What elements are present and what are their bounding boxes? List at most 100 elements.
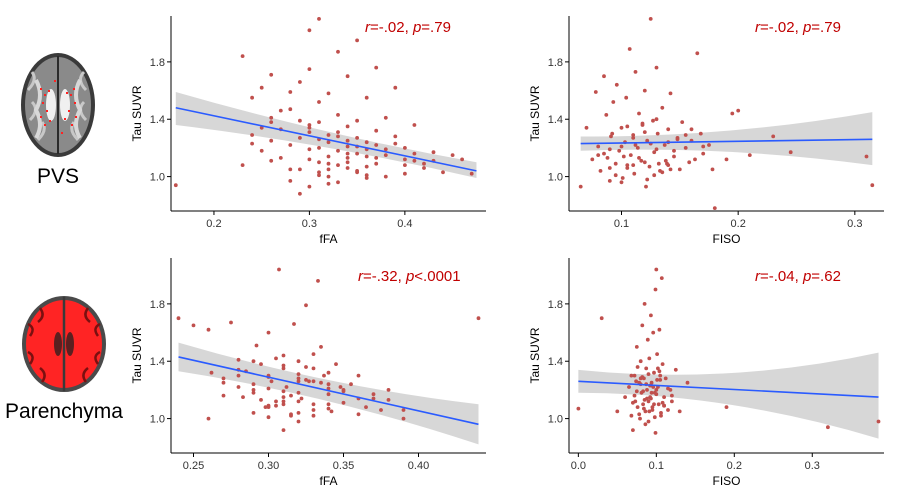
data-point (274, 403, 278, 408)
y-tick-label: 1.0 (548, 414, 563, 426)
y-tick-label: 1.4 (548, 114, 563, 126)
data-point (263, 405, 268, 409)
data-point (642, 406, 646, 411)
data-point (710, 167, 715, 172)
data-point (401, 408, 406, 412)
data-point (693, 157, 697, 162)
data-point (645, 337, 650, 342)
data-point (307, 184, 312, 189)
data-point (307, 130, 312, 135)
data-point (345, 166, 350, 170)
data-point (319, 345, 323, 349)
data-point (266, 330, 271, 335)
data-point (298, 191, 302, 196)
data-point (336, 134, 340, 139)
data-point (206, 327, 211, 332)
data-point (635, 146, 640, 150)
data-point (641, 402, 645, 407)
data-point (670, 393, 674, 398)
data-point (317, 146, 321, 150)
chart-pvs-ffa: 1.0 1.4 1.8 0.2 0.3 0.4 fFA Tau SUVR r=-.02, p=.… (130, 16, 486, 246)
data-point (450, 153, 455, 158)
data-point (251, 388, 256, 392)
data-point (289, 412, 293, 417)
data-point (292, 322, 296, 326)
data-point (638, 376, 643, 381)
data-point (613, 173, 618, 178)
data-point (658, 378, 663, 382)
data-point (631, 133, 636, 137)
data-point (826, 425, 830, 430)
regression-line (580, 138, 873, 145)
data-point (605, 156, 610, 160)
data-point (296, 411, 301, 415)
data-point (625, 124, 630, 129)
correlation-annotation: r=-.02, p=.79 (365, 19, 451, 36)
data-point (259, 125, 264, 130)
x-tick-label: 0.2 (206, 218, 221, 230)
data-point (209, 370, 214, 375)
data-point (788, 150, 793, 155)
data-point (311, 402, 316, 407)
data-point (412, 123, 417, 127)
data-point (629, 413, 634, 418)
data-point (383, 153, 388, 158)
data-point (637, 156, 641, 160)
x-axis-title: fFA (319, 232, 337, 246)
data-point (355, 38, 359, 43)
data-point (672, 148, 676, 153)
r-symbol: r (365, 19, 371, 36)
data-point (656, 366, 660, 371)
data-point (687, 160, 692, 165)
data-point (637, 111, 641, 116)
data-point (645, 177, 650, 182)
x-tick-label: 0.1 (649, 460, 664, 472)
data-point (349, 382, 353, 387)
data-point (657, 369, 662, 374)
data-point (274, 356, 278, 361)
data-point (649, 313, 653, 318)
data-point (288, 143, 293, 147)
data-point (326, 140, 331, 145)
data-point (269, 72, 274, 77)
data-point (631, 400, 635, 405)
data-point (296, 372, 301, 376)
data-point (298, 136, 302, 140)
data-point (221, 380, 226, 385)
data-point (771, 134, 776, 139)
data-point (296, 359, 301, 364)
data-point (724, 405, 729, 409)
data-point (607, 147, 612, 152)
data-point (364, 95, 369, 100)
data-point (401, 416, 406, 421)
data-point (680, 120, 685, 124)
x-tick-label: 0.30 (258, 460, 279, 472)
data-point (652, 150, 657, 155)
y-tick-label: 1.4 (548, 356, 563, 368)
data-point (288, 107, 293, 112)
data-point (654, 117, 659, 122)
data-point (281, 402, 286, 407)
data-point (326, 154, 331, 159)
data-point (631, 163, 636, 168)
data-point (345, 124, 350, 129)
data-point (403, 163, 407, 168)
data-point (638, 416, 642, 421)
data-point (660, 170, 665, 175)
p-value: =.62 (811, 268, 841, 285)
data-point (296, 390, 301, 395)
data-point (677, 167, 682, 172)
data-point (284, 385, 289, 389)
data-point (642, 160, 647, 165)
data-point (654, 392, 659, 397)
data-point (647, 356, 652, 361)
data-point (355, 136, 359, 140)
data-point (269, 138, 274, 143)
data-point (441, 170, 445, 175)
r-value: =-.02, (760, 19, 803, 36)
data-point (374, 143, 379, 147)
data-point (386, 398, 391, 402)
data-point (269, 379, 274, 384)
data-point (607, 166, 612, 170)
